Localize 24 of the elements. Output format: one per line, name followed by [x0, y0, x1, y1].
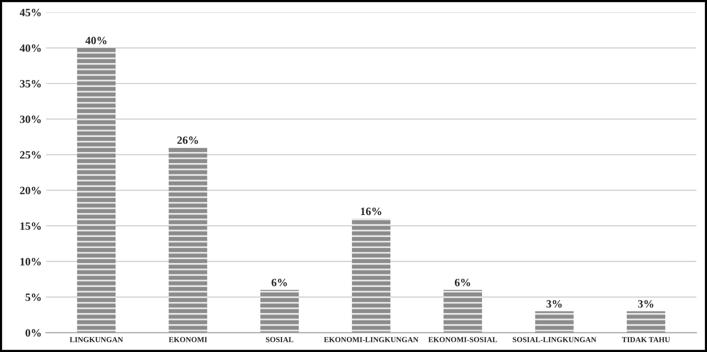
- data-label: 6%: [454, 278, 470, 286]
- y-tick-label: 35%: [20, 80, 41, 88]
- data-label: 6%: [272, 278, 287, 286]
- data-label: 3%: [638, 300, 654, 308]
- y-tick-label: 15%: [20, 222, 41, 230]
- bar: [77, 48, 116, 333]
- bar: [444, 290, 482, 333]
- bar: [535, 311, 574, 333]
- bar: [260, 290, 299, 333]
- data-label: 26%: [177, 136, 198, 144]
- bar: [168, 148, 208, 333]
- y-tick-label: 20%: [20, 186, 41, 194]
- y-tick-label: 45%: [20, 8, 41, 16]
- y-tick-label: 40%: [20, 44, 41, 52]
- bar: [626, 311, 666, 333]
- data-label: 16%: [360, 208, 382, 216]
- y-tick-label: 30%: [20, 116, 41, 124]
- y-tick-label: 10%: [20, 258, 41, 266]
- data-label: 3%: [546, 300, 562, 308]
- data-label: 40%: [85, 36, 106, 44]
- y-tick-label: 0%: [26, 329, 41, 337]
- bar: [352, 218, 390, 333]
- y-tick-label: 5%: [26, 294, 41, 302]
- y-tick-label: 25%: [20, 151, 41, 159]
